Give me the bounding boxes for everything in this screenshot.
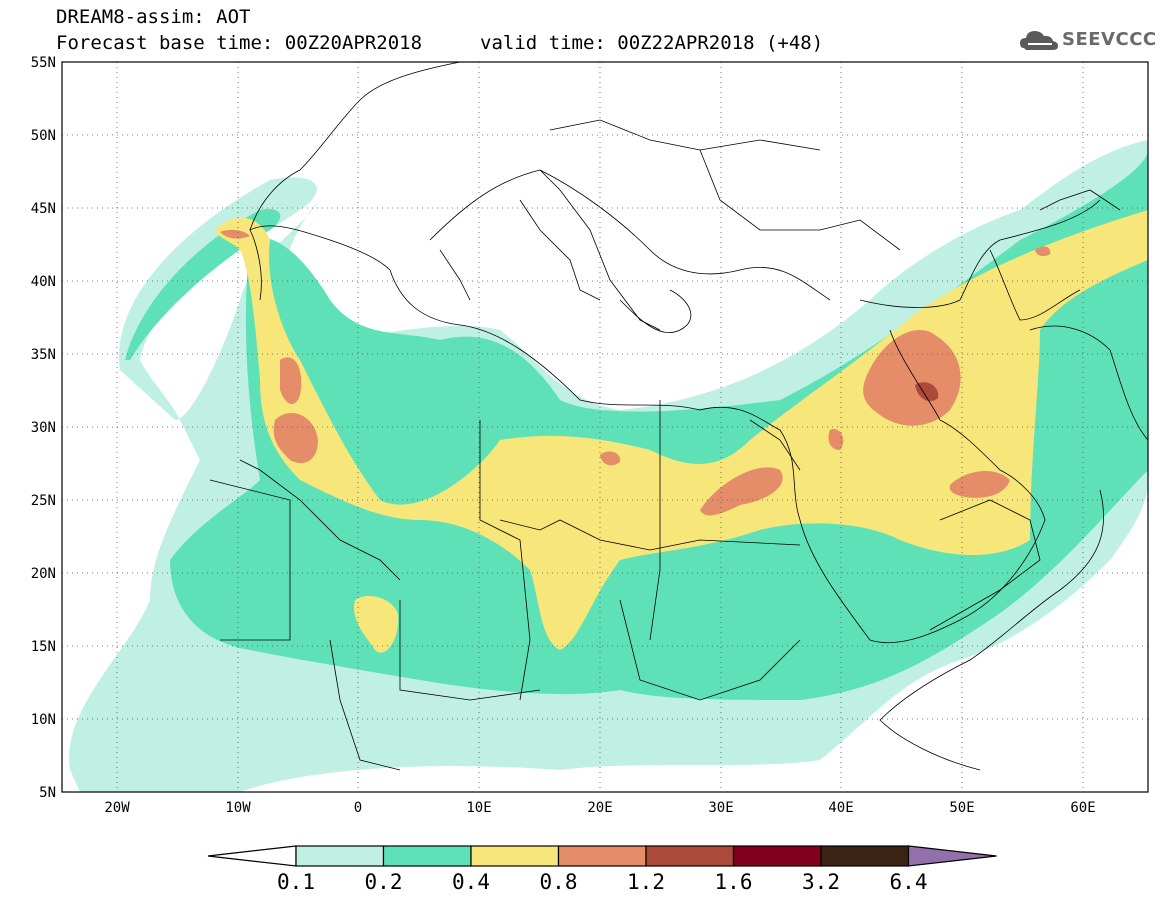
lat-label: 30N (31, 420, 56, 436)
aot-band-0.4-0.8-b (354, 595, 399, 653)
colorbar-label: 0.8 (539, 870, 578, 894)
lat-label: 35N (31, 347, 56, 363)
lat-label: 15N (31, 639, 56, 655)
colorbar-box (645, 845, 735, 867)
lon-label: 0 (354, 800, 362, 816)
forecast-base-time: Forecast base time: 00Z20APR2018 (56, 32, 423, 54)
lat-label: 10N (31, 712, 56, 728)
lon-label: 60E (1070, 800, 1095, 816)
seevccc-logo: SEEVCCC (1062, 29, 1157, 50)
plot-frame (61, 61, 1149, 793)
aot-band-0.4-0.8 (215, 210, 1148, 650)
map-title: DREAM8-assim: AOT (56, 6, 251, 28)
aot-band-0.2-0.4 (125, 150, 1148, 700)
lat-label: 5N (39, 785, 56, 801)
lon-label: 50E (949, 800, 974, 816)
lon-label: 30E (708, 800, 733, 816)
colorbar-label: 1.6 (714, 870, 753, 894)
colorbar-label: 0.1 (277, 870, 315, 894)
lon-label: 10E (466, 800, 491, 816)
coastlines (209, 62, 1148, 771)
colorbar-box (820, 845, 910, 867)
aot-field (69, 140, 1148, 792)
aot-band-1.2-1.6 (915, 382, 939, 402)
graticule (62, 62, 1148, 792)
colorbar-label: 0.2 (364, 870, 403, 894)
lon-label: 20E (587, 800, 612, 816)
colorbar-label: 1.2 (627, 870, 665, 894)
aot-band-0.8-1.2 (220, 229, 1051, 516)
colorbar-under-triangle (207, 845, 297, 867)
colorbar-box (470, 845, 560, 867)
cloud-icon (1020, 31, 1058, 50)
colorbar-over-triangle (907, 845, 997, 867)
lat-label: 40N (31, 274, 56, 290)
lat-label: 45N (31, 201, 56, 217)
lon-axis: 20W 10W 0 10E 20E 30E 40E 50E 60E (104, 800, 1095, 816)
colorbar-label: 3.2 (802, 870, 840, 894)
colorbar-label: 0.4 (452, 870, 490, 894)
lon-label: 20W (104, 800, 130, 816)
lat-axis: 55N 50N 45N 40N 35N 30N 25N 20N 15N 10N … (31, 55, 56, 801)
colorbar-label: 6.4 (889, 870, 928, 894)
lat-label: 25N (31, 493, 56, 509)
colorbar-box (295, 845, 385, 867)
lon-label: 40E (828, 800, 853, 816)
colorbar-box (557, 845, 647, 867)
lat-label: 20N (31, 566, 56, 582)
colorbar (207, 845, 997, 867)
colorbar-box (732, 845, 822, 867)
lat-label: 55N (31, 55, 56, 71)
lat-label: 50N (31, 128, 56, 144)
lon-label: 10W (225, 800, 251, 816)
colorbar-box (382, 845, 472, 867)
valid-time: valid time: 00Z22APR2018 (+48) (480, 32, 824, 54)
